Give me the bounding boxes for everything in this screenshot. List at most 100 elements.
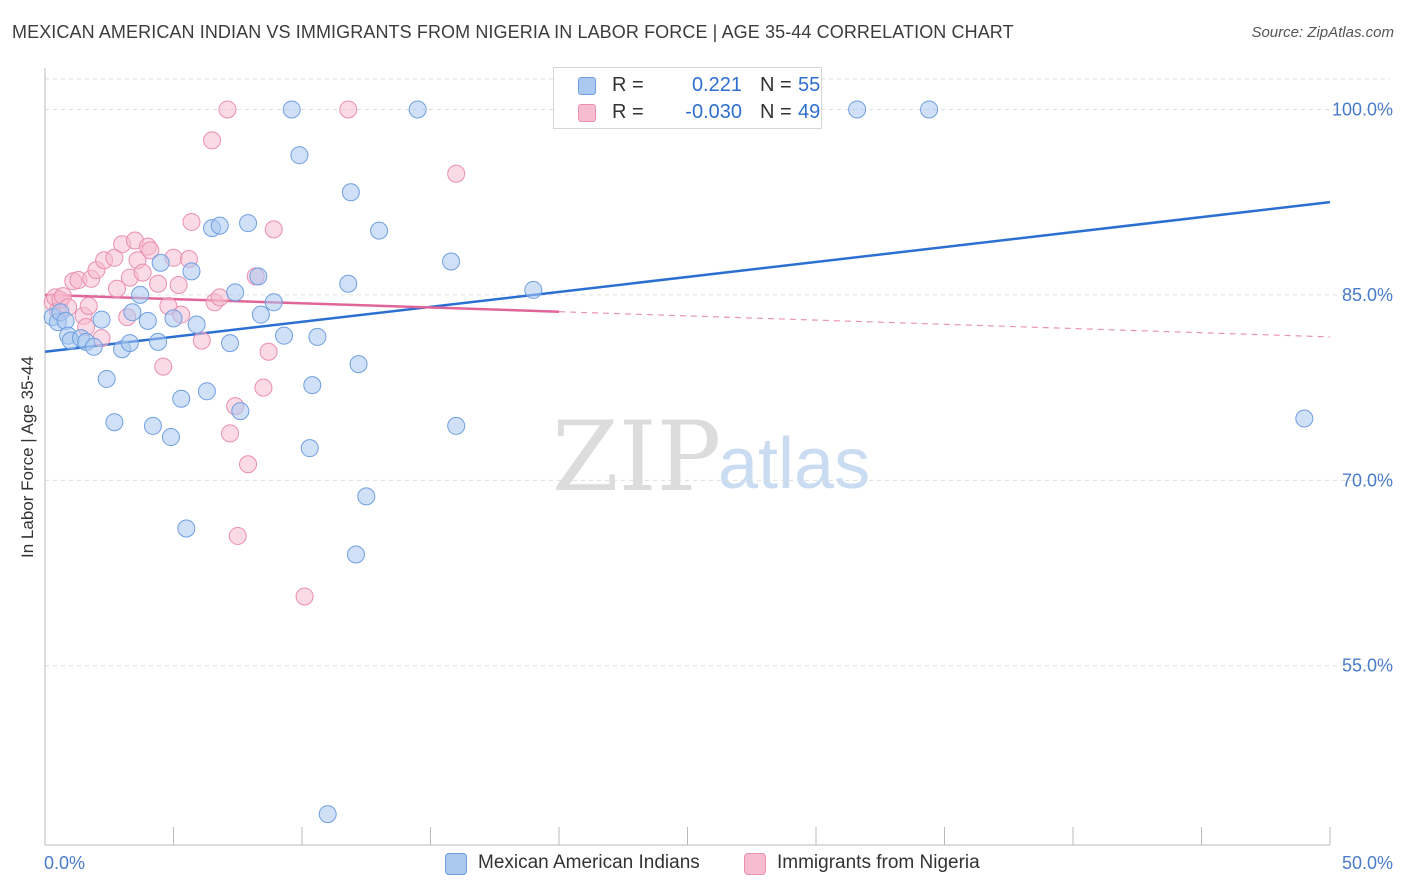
point-mexican-american-indians [92,310,111,329]
point-mexican-american-indians [290,146,309,165]
point-mexican-american-indians [177,519,196,538]
legend-n-label: N = [760,101,792,123]
stats-legend: R = 0.221 N = 55 R = -0.030 N = 49 [553,67,822,129]
point-immigrants-from-nigeria [79,297,98,316]
legend-swatch-blue [445,853,467,875]
legend-n-value: 55 [798,74,821,96]
point-mexican-american-indians [231,402,250,421]
point-mexican-american-indians [164,309,183,328]
x-tick-label: 50.0% [1342,853,1393,873]
point-immigrants-from-nigeria [192,331,211,350]
point-mexican-american-indians [920,100,939,119]
axes [44,68,1331,846]
legend-n-value: 49 [798,101,821,123]
point-mexican-american-indians [123,303,142,322]
trend-line-pink-dashed [558,311,1331,338]
y-tick-label: 70.0% [1342,470,1393,490]
point-mexican-american-indians [149,332,168,351]
point-immigrants-from-nigeria [107,279,126,298]
legend-label: Mexican American Indians [478,852,700,873]
x-tick-label: 0.0% [44,853,85,873]
point-immigrants-from-nigeria [221,424,240,443]
trend-line-pink [44,293,560,313]
y-tick-label: 100.0% [1332,99,1393,119]
watermark-zip: ZIP [552,401,721,513]
legend-swatch-pink [578,104,596,122]
data-points [43,100,1314,824]
trend-line-blue [44,200,1331,353]
point-immigrants-from-nigeria [228,526,247,545]
point-mexican-american-indians [848,100,867,119]
point-mexican-american-indians [303,376,322,395]
point-mexican-american-indians [84,337,103,356]
point-mexican-american-indians [226,283,245,302]
point-mexican-american-indians [151,253,170,272]
point-mexican-american-indians [300,439,319,458]
point-immigrants-from-nigeria [149,274,168,293]
point-mexican-american-indians [339,274,358,293]
point-mexican-american-indians [56,311,75,330]
point-mexican-american-indians [182,262,201,281]
legend-swatch-pink [744,853,766,875]
point-mexican-american-indians [370,221,389,240]
point-immigrants-from-nigeria [239,455,258,474]
point-mexican-american-indians [197,382,216,401]
watermark-atlas: atlas [718,424,870,504]
point-mexican-american-indians [346,545,365,564]
point-immigrants-from-nigeria [254,378,273,397]
tick-labels: 55.0% 70.0% 85.0% 100.0% 0.0% 50.0% [44,99,1393,873]
point-mexican-american-indians [1295,409,1314,428]
source-label: Source: ZipAtlas.com [1251,24,1394,41]
legend-r-value: 0.221 [691,74,742,96]
watermark: ZIP atlas [552,401,870,513]
point-mexican-american-indians [408,100,427,119]
point-mexican-american-indians [447,416,466,435]
point-mexican-american-indians [442,252,461,271]
chart-title: MEXICAN AMERICAN INDIAN VS IMMIGRANTS FR… [12,22,1014,42]
point-immigrants-from-nigeria [141,241,160,260]
point-mexican-american-indians [210,216,229,235]
point-immigrants-from-nigeria [295,587,314,606]
point-mexican-american-indians [172,389,191,408]
point-mexican-american-indians [341,183,360,202]
point-immigrants-from-nigeria [169,275,188,294]
legend-label: Immigrants from Nigeria [777,852,980,873]
point-immigrants-from-nigeria [218,100,237,119]
point-immigrants-from-nigeria [105,248,124,267]
point-mexican-american-indians [239,214,258,233]
point-immigrants-from-nigeria [210,288,229,307]
point-immigrants-from-nigeria [133,263,152,282]
point-mexican-american-indians [105,413,124,432]
point-mexican-american-indians [187,315,206,334]
point-immigrants-from-nigeria [203,131,222,150]
point-mexican-american-indians [308,327,327,346]
point-mexican-american-indians [349,355,368,374]
point-mexican-american-indians [318,805,337,824]
point-mexican-american-indians [251,305,270,324]
point-mexican-american-indians [357,487,376,506]
point-mexican-american-indians [97,369,116,388]
point-mexican-american-indians [143,416,162,435]
point-immigrants-from-nigeria [339,100,358,119]
point-mexican-american-indians [249,267,268,286]
y-tick-label: 85.0% [1342,285,1393,305]
point-mexican-american-indians [524,280,543,299]
y-tick-label: 55.0% [1342,656,1393,676]
point-mexican-american-indians [161,428,180,447]
legend-r-value: -0.030 [685,101,742,123]
point-mexican-american-indians [275,326,294,345]
point-mexican-american-indians [131,285,150,304]
point-immigrants-from-nigeria [447,164,466,183]
point-immigrants-from-nigeria [259,342,278,361]
trend-lines [44,200,1331,353]
legend-r-label: R = [612,74,644,96]
point-immigrants-from-nigeria [182,212,201,231]
point-mexican-american-indians [282,100,301,119]
grid-lines [45,78,1390,667]
point-immigrants-from-nigeria [264,220,283,239]
point-immigrants-from-nigeria [154,357,173,376]
legend-r-label: R = [612,101,644,123]
point-mexican-american-indians [138,311,157,330]
point-mexican-american-indians [221,334,240,353]
